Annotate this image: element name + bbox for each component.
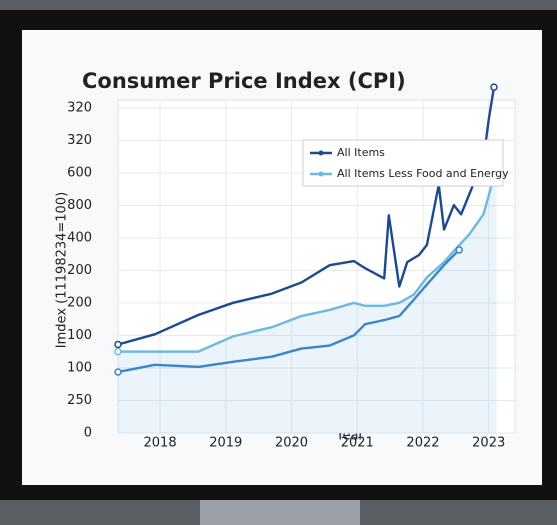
x-tick-label: 2023 (472, 436, 505, 451)
x-tick-label: 2019 (209, 436, 242, 451)
y-tick-label: 0 (84, 426, 92, 441)
y-tick-label: 320 (67, 133, 92, 148)
legend-label: All Items (337, 146, 385, 159)
y-tick-label: 250 (67, 393, 92, 408)
end-point (490, 83, 498, 91)
y-axis-label: Imdex (11198234=100) (55, 192, 70, 348)
legend-box (302, 139, 504, 187)
x-tick-label: 2022 (406, 436, 439, 451)
y-tick-label: 600 (67, 166, 92, 181)
series-line (117, 249, 460, 374)
legend-marker (318, 150, 324, 156)
chart-title: Consumer Price Index (CPI) (82, 69, 406, 93)
end-point (114, 340, 122, 349)
legend-marker (318, 171, 324, 177)
y-tick-label: 100 (67, 328, 92, 343)
x-tick-label: 2018 (144, 436, 177, 451)
series-line (117, 86, 496, 346)
y-tick-label: 400 (67, 231, 92, 246)
legend-label: All Items Less Food and Energy (337, 167, 509, 180)
y-tick-label: 320 (67, 101, 92, 116)
monitor-stand (200, 500, 360, 525)
y-tick-label: 200 (67, 263, 92, 278)
end-point (114, 347, 122, 356)
end-point (455, 246, 463, 254)
x-tick-label: 2021 (341, 436, 374, 451)
area-fill (118, 167, 497, 434)
x-tick-label: 2020 (275, 436, 308, 451)
y-tick-label: 800 (67, 198, 92, 213)
y-tick-label: 200 (67, 296, 92, 311)
y-tick-label: 100 (67, 361, 92, 376)
end-point (114, 368, 122, 376)
